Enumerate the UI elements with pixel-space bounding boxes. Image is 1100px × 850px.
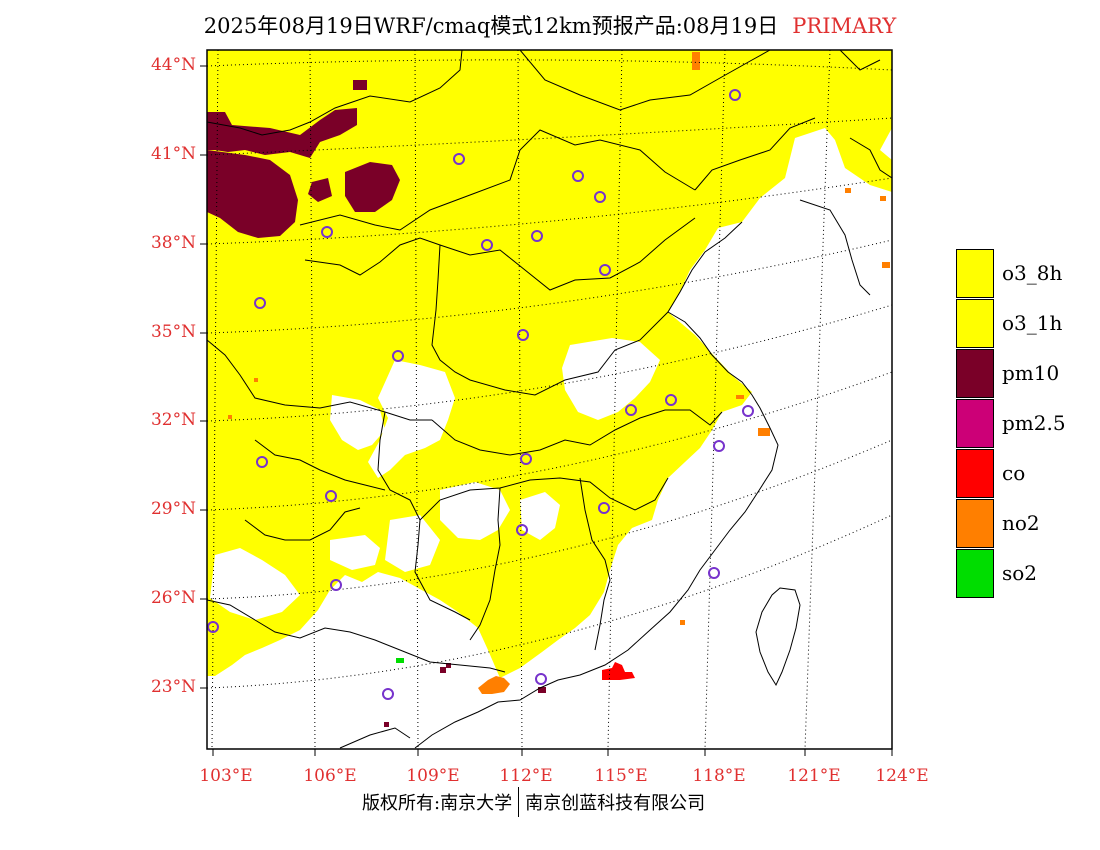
peninsula-outline <box>339 727 411 749</box>
station-marker <box>572 170 584 182</box>
legend-label: pm2.5 <box>1002 411 1066 435</box>
station-marker <box>535 673 547 685</box>
legend-swatch <box>956 299 994 348</box>
lon-label: 112°E <box>499 766 553 786</box>
station-marker <box>453 153 465 165</box>
city-stations <box>207 89 754 700</box>
legend-swatch <box>956 249 994 298</box>
legend-label: pm10 <box>1002 361 1060 385</box>
station-marker <box>625 404 637 416</box>
boundaries <box>207 50 892 749</box>
station-marker <box>254 297 266 309</box>
station-marker <box>742 405 754 417</box>
legend-swatch <box>956 449 994 498</box>
legend-swatch <box>956 399 994 448</box>
station-marker <box>321 226 333 238</box>
map-frame <box>206 49 893 750</box>
station-marker <box>392 350 404 362</box>
title-text: 2025年08月19日WRF/cmaq模式12km预报产品:08月19日 <box>203 14 779 38</box>
grid-lines <box>207 50 892 749</box>
station-marker <box>516 524 528 536</box>
lat-label: 32°N <box>150 410 196 430</box>
pm10-areas <box>207 80 546 727</box>
station-marker <box>207 621 219 633</box>
lat-label: 35°N <box>150 322 196 342</box>
lon-label: 124°E <box>875 766 929 786</box>
station-marker <box>594 191 606 203</box>
legend-label: co <box>1002 461 1026 485</box>
station-marker <box>665 394 677 406</box>
station-marker <box>598 502 610 514</box>
lon-label: 106°E <box>303 766 357 786</box>
lon-label: 121°E <box>787 766 841 786</box>
so2-area <box>396 658 404 663</box>
lon-label: 118°E <box>692 766 746 786</box>
lat-label: 41°N <box>150 144 196 164</box>
co-area <box>602 662 635 680</box>
lat-label: 44°N <box>150 55 196 75</box>
lat-label: 38°N <box>150 233 196 253</box>
legend-swatch <box>956 499 994 548</box>
copyright-right: 南京创蓝科技有限公司 <box>525 793 706 814</box>
no2-areas <box>228 52 890 694</box>
station-marker <box>382 688 394 700</box>
legend-label: no2 <box>1002 511 1040 535</box>
legend-label: o3_1h <box>1002 311 1063 335</box>
station-marker <box>325 490 337 502</box>
legend-swatch <box>956 349 994 398</box>
lon-label: 109°E <box>406 766 460 786</box>
lon-label: 115°E <box>594 766 648 786</box>
station-marker <box>599 264 611 276</box>
station-marker <box>729 89 741 101</box>
lat-label: 26°N <box>150 588 196 608</box>
station-marker <box>256 456 268 468</box>
station-marker <box>520 453 532 465</box>
station-marker <box>517 329 529 341</box>
copyright-footer: 版权所有:南京大学 南京创蓝科技有限公司 <box>362 787 706 819</box>
lat-label: 29°N <box>150 499 196 519</box>
map-title: 2025年08月19日WRF/cmaq模式12km预报产品:08月19日 PRIM… <box>0 10 1100 40</box>
footer-divider <box>518 787 520 817</box>
legend-label: o3_8h <box>1002 261 1063 285</box>
station-marker <box>330 579 342 591</box>
station-marker <box>531 230 543 242</box>
taiwan-outline <box>755 587 801 687</box>
station-marker <box>708 567 720 579</box>
copyright-left: 版权所有:南京大学 <box>362 793 513 814</box>
lon-label: 103°E <box>199 766 253 786</box>
station-marker <box>481 239 493 251</box>
lat-label: 23°N <box>150 677 196 697</box>
title-tag: PRIMARY <box>792 14 897 38</box>
axis-ticks <box>200 65 893 756</box>
legend-label: so2 <box>1002 561 1038 585</box>
station-marker <box>713 440 725 452</box>
clean-areas <box>210 338 660 620</box>
legend-swatch <box>956 549 994 598</box>
